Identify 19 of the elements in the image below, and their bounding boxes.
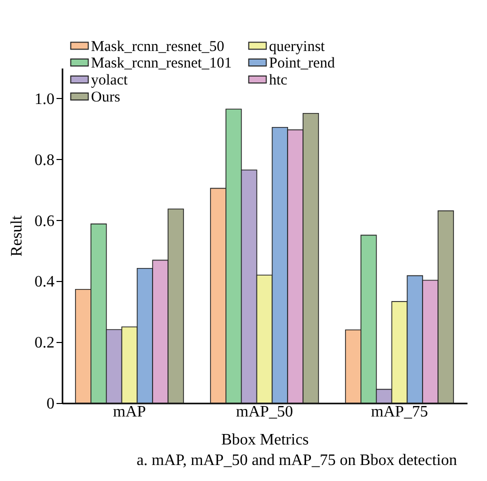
legend-label: yolact — [91, 72, 128, 88]
legend-label: Mask_rcnn_resnet_101 — [91, 56, 232, 72]
legend-label: htc — [269, 72, 288, 88]
legend-label: queryinst — [269, 38, 326, 55]
y-tick-label: 0.4 — [34, 274, 54, 291]
legend-label: Mask_rcnn_resnet_50 — [91, 38, 224, 55]
x-tick-label: mAP — [113, 404, 146, 420]
y-tick-label: 0.2 — [34, 334, 54, 352]
x-tick-label: mAP_75 — [371, 404, 428, 420]
y-tick-label: 0.8 — [34, 152, 54, 169]
x-axis-title: Bbox Metrics — [221, 432, 309, 448]
y-axis-title: Result — [8, 215, 26, 256]
y-tick-label: 0 — [46, 396, 54, 412]
x-tick-label: mAP_50 — [236, 404, 293, 420]
y-tick-label: 0.6 — [34, 212, 54, 230]
legend-label: Ours — [91, 90, 120, 106]
legend-label: Point_rend — [269, 56, 336, 72]
y-tick-label: 1.0 — [34, 90, 54, 108]
text: a. mAP, mAP_50 and mAP_75 on Bbox detection — [136, 452, 458, 470]
